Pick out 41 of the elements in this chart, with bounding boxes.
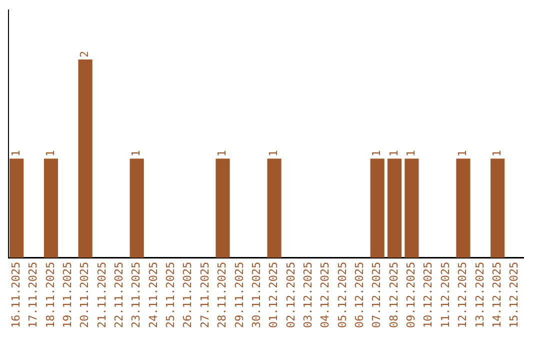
x-tick-label: 12.12.2025 <box>456 262 470 328</box>
x-tick-label: 25.11.2025 <box>164 262 178 328</box>
x-tick-label: 18.11.2025 <box>44 262 57 328</box>
data-label: 1 <box>216 150 229 157</box>
x-tick-label: 04.12.2025 <box>318 262 332 328</box>
x-tick-label: 22.11.2025 <box>112 262 126 328</box>
data-label: 1 <box>130 150 143 157</box>
data-label: 1 <box>490 150 504 157</box>
data-label: 1 <box>370 150 384 157</box>
x-tick-label: 19.11.2025 <box>60 262 74 328</box>
x-tick-label: 08.12.2025 <box>387 262 400 328</box>
x-tick-label: 01.12.2025 <box>267 262 280 328</box>
x-tick-label: 02.12.2025 <box>284 262 298 328</box>
x-tick-label: 30.11.2025 <box>250 262 263 328</box>
x-tick-label: 05.12.2025 <box>336 262 349 328</box>
x-tick-label: 28.11.2025 <box>216 262 229 328</box>
x-tick-label: 20.11.2025 <box>78 262 92 328</box>
x-tick-label: 10.12.2025 <box>422 262 435 328</box>
data-label: 1 <box>267 150 280 157</box>
x-tick-label: 21.11.2025 <box>95 262 108 328</box>
x-tick-label: 27.11.2025 <box>198 262 212 328</box>
data-label: 2 <box>78 50 92 58</box>
data-label: 1 <box>9 150 22 157</box>
x-tick-label: 23.11.2025 <box>130 262 143 328</box>
x-tick-label: 17.11.2025 <box>26 262 40 328</box>
data-label: 1 <box>387 150 400 157</box>
x-tick-label: 06.12.2025 <box>353 262 366 328</box>
x-tick-label: 24.11.2025 <box>146 262 160 328</box>
data-label: 1 <box>404 150 418 157</box>
x-tick-label: 26.11.2025 <box>181 262 194 328</box>
x-tick-label: 11.12.2025 <box>438 262 452 328</box>
x-tick-label: 03.12.2025 <box>301 262 314 328</box>
x-tick-label: 09.12.2025 <box>404 262 418 328</box>
x-tick-label: 15.12.2025 <box>508 262 521 328</box>
x-tick-label: 14.12.2025 <box>490 262 504 328</box>
x-tick-label: 16.11.2025 <box>9 262 22 328</box>
data-label: 1 <box>456 150 470 157</box>
x-tick-label: 07.12.2025 <box>370 262 384 328</box>
x-tick-label: 29.11.2025 <box>232 262 246 328</box>
data-label: 1 <box>44 150 57 157</box>
x-tick-label: 13.12.2025 <box>473 262 486 328</box>
